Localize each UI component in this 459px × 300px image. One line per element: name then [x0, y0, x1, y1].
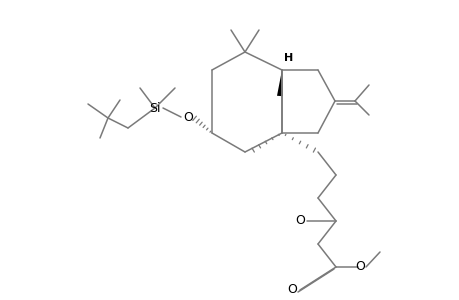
Text: O: O	[286, 284, 297, 296]
Text: H: H	[284, 53, 293, 63]
Text: Si: Si	[149, 101, 160, 115]
Text: O: O	[354, 260, 364, 274]
Text: O: O	[294, 214, 304, 227]
Polygon shape	[276, 70, 282, 96]
Text: O: O	[183, 110, 192, 124]
